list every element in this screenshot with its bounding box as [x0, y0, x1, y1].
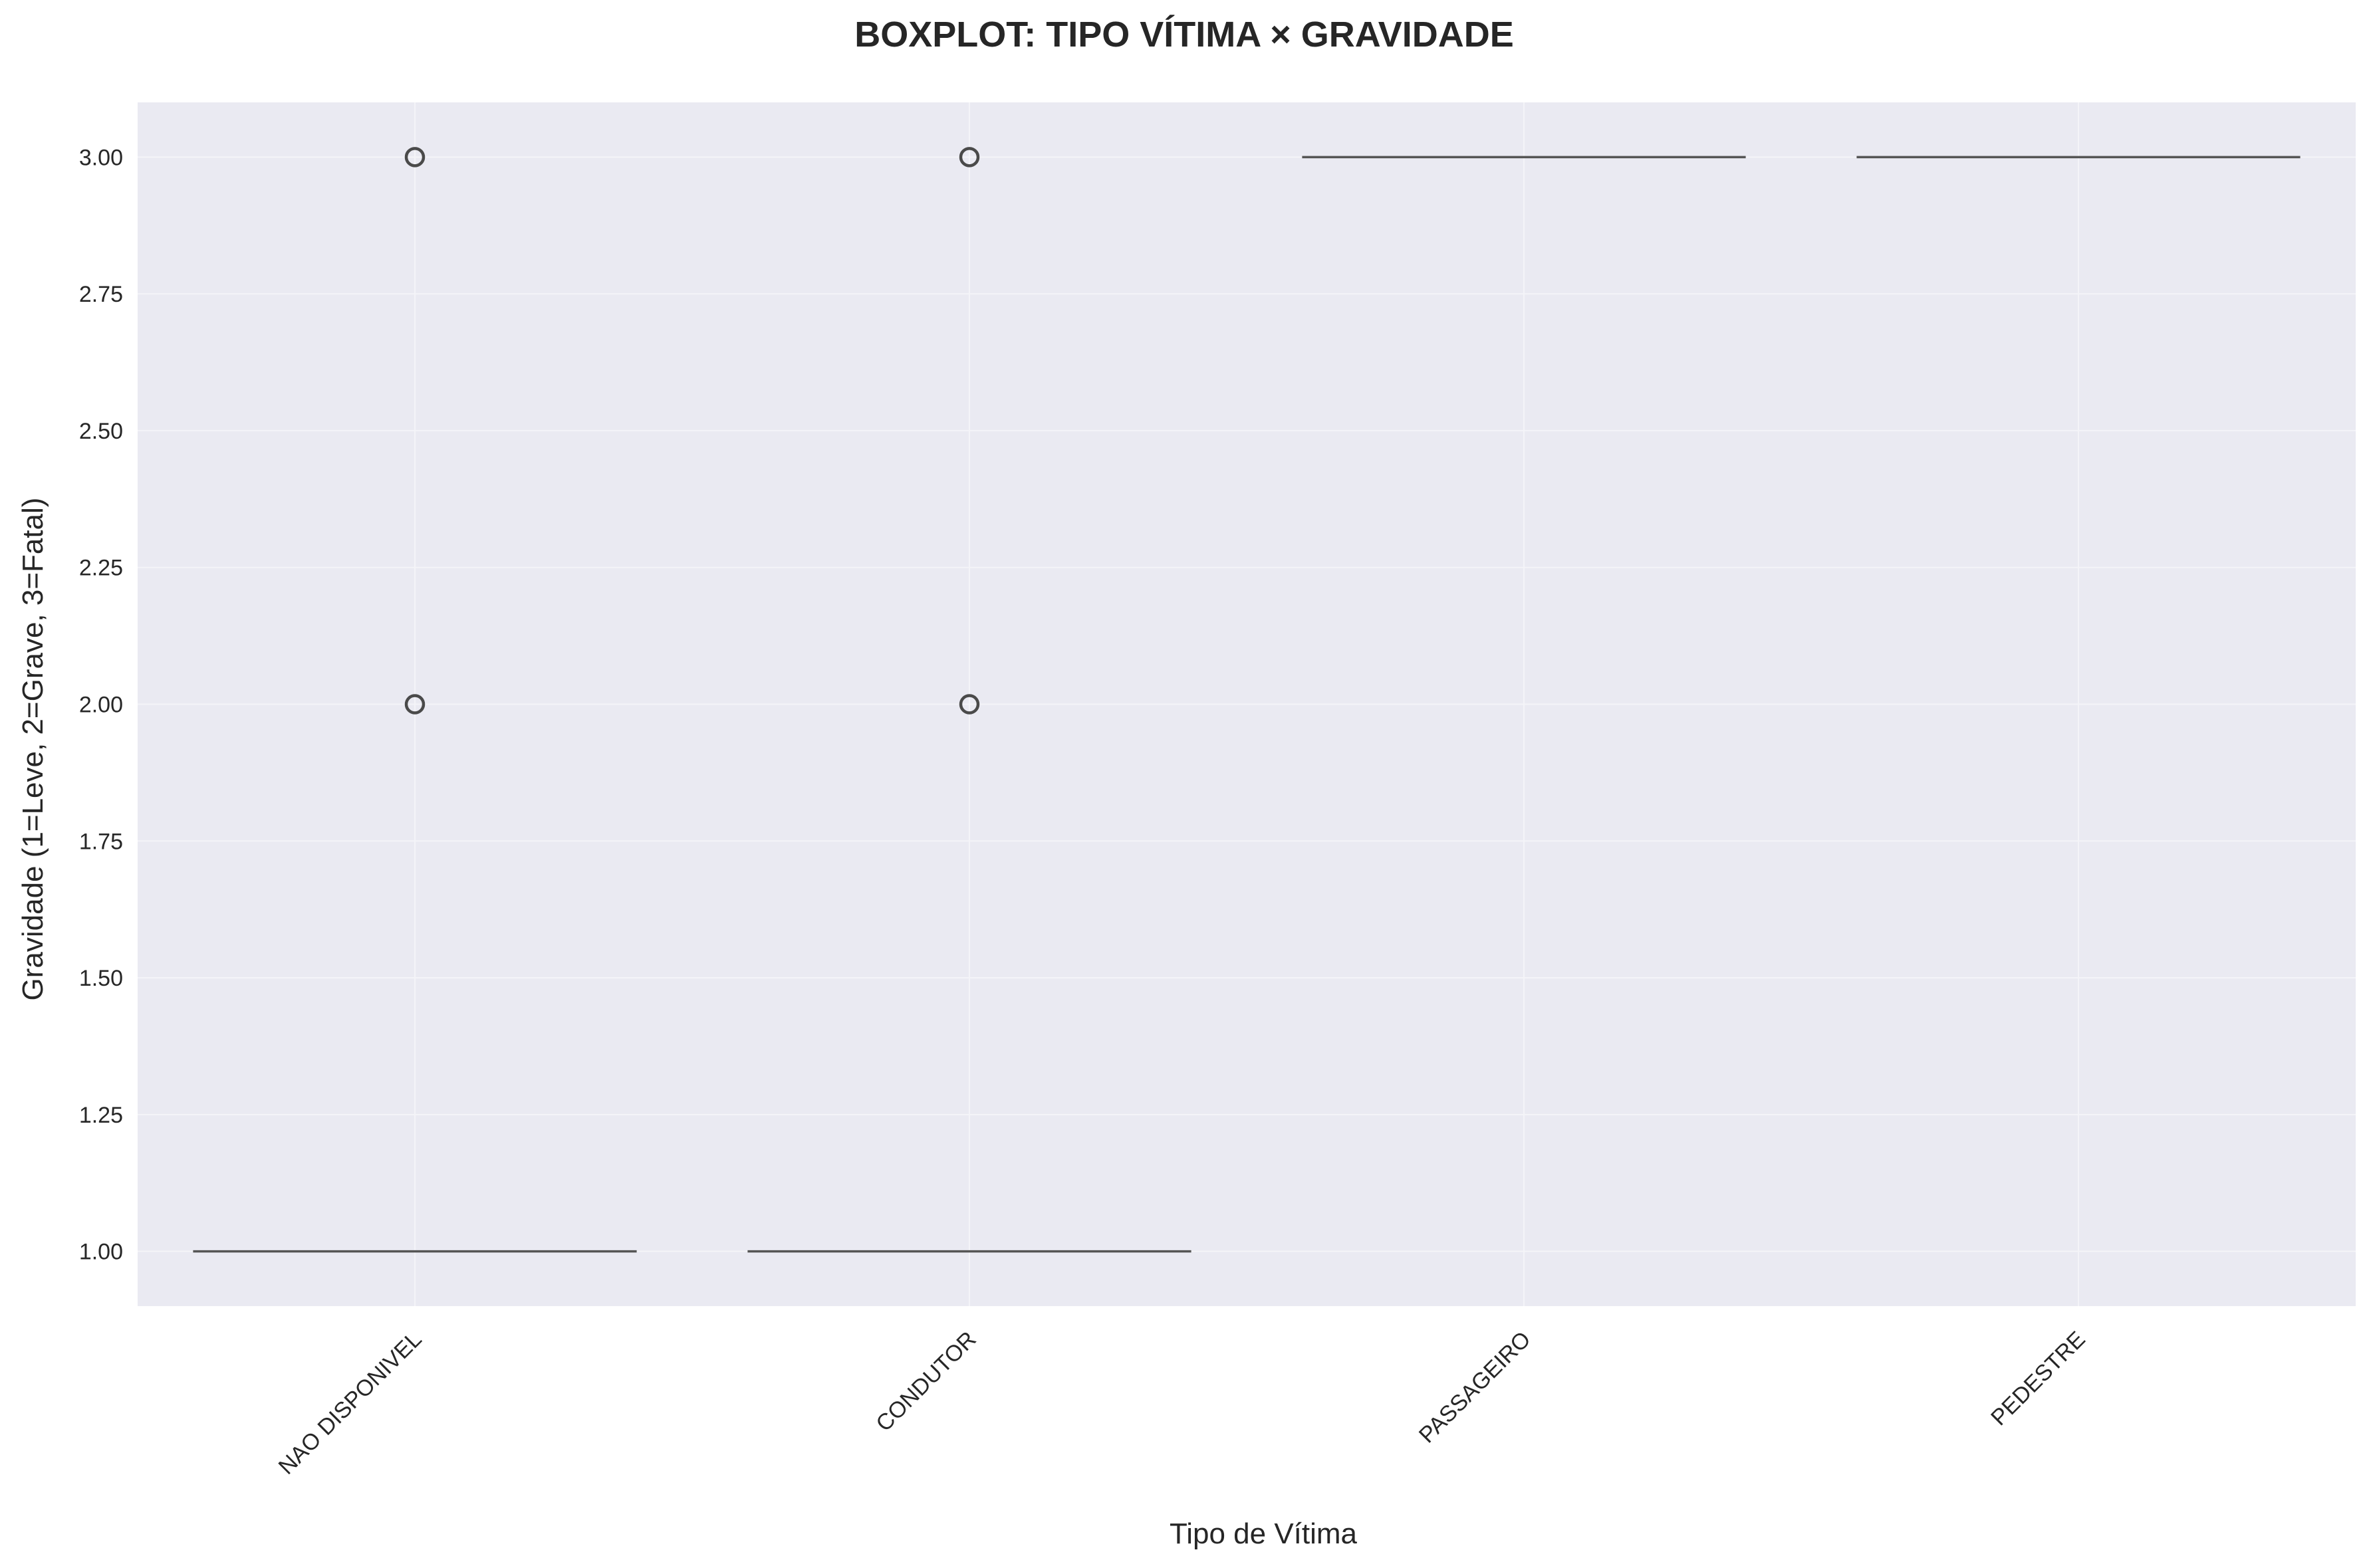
outlier-point [959, 694, 980, 715]
y-tick-label: 2.50 [79, 419, 123, 444]
boxes [193, 156, 2301, 1253]
outliers [404, 147, 980, 715]
y-tick-label: 1.25 [79, 1103, 123, 1128]
y-tick-label: 1.75 [79, 829, 123, 854]
y-tick-label: 2.00 [79, 693, 123, 718]
grid-lines [138, 102, 2356, 1306]
outlier-point [404, 694, 426, 715]
y-tick-label: 1.00 [79, 1240, 123, 1265]
y-axis-label: Gravidade (1=Leve, 2=Grave, 3=Fatal) [17, 498, 49, 1001]
y-tick-label: 2.75 [79, 282, 123, 307]
chart-title: BOXPLOT: TIPO VÍTIMA × GRAVIDADE [854, 15, 1514, 55]
outlier-point [959, 147, 980, 168]
y-tick-label: 1.50 [79, 966, 123, 991]
y-tick-label: 2.25 [79, 556, 123, 581]
x-axis-label: Tipo de Vítima [1170, 1517, 1358, 1550]
outlier-point [404, 147, 426, 168]
y-tick-labels: 1.00 1.25 1.50 1.75 2.00 2.25 2.50 2.75 3.00 [79, 145, 123, 1264]
y-tick-label: 3.00 [79, 145, 123, 170]
